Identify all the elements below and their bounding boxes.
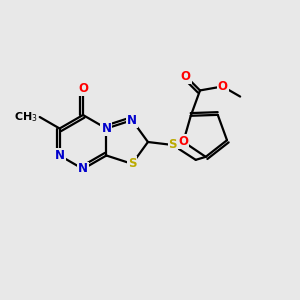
Text: O: O <box>181 70 191 83</box>
Text: O: O <box>218 80 228 93</box>
Text: S: S <box>169 139 177 152</box>
Text: O: O <box>78 82 88 95</box>
Text: CH$_3$: CH$_3$ <box>14 110 38 124</box>
Text: N: N <box>55 149 64 162</box>
Text: N: N <box>78 163 88 176</box>
Text: S: S <box>128 157 136 170</box>
Text: O: O <box>178 135 188 148</box>
Text: N: N <box>101 122 111 135</box>
Text: N: N <box>127 114 137 127</box>
